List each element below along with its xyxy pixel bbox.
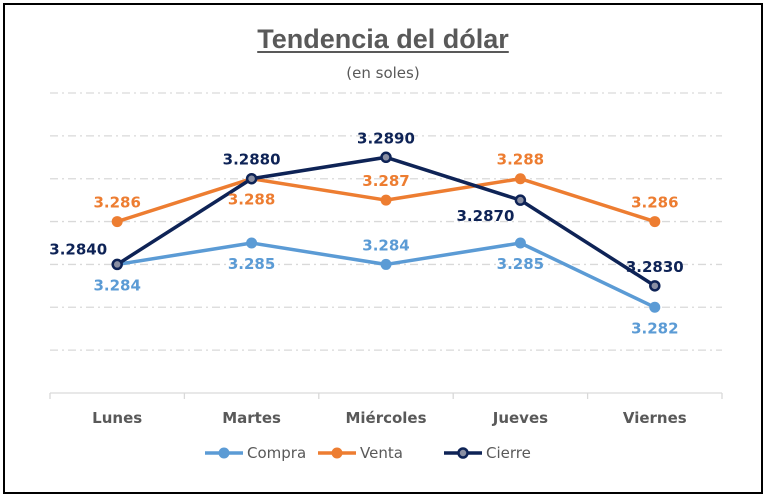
x-tick-label: Miércoles <box>345 409 426 427</box>
data-label-cierre: 3.2880 <box>223 151 281 169</box>
chart-title: Tendencia del dólar <box>257 24 509 54</box>
x-tick-label: Lunes <box>92 409 142 427</box>
data-point-cierre <box>380 151 392 164</box>
data-label-compra: 3.284 <box>362 236 409 254</box>
data-point-compra <box>649 301 661 313</box>
x-tick-label: Martes <box>222 409 281 427</box>
legend-marker-cierre <box>457 447 469 459</box>
legend-label-venta: Venta <box>360 444 403 462</box>
data-label-cierre: 3.2840 <box>49 240 107 258</box>
data-point-cierre <box>649 280 661 292</box>
data-point-compra <box>246 237 258 249</box>
series-points <box>111 151 661 313</box>
data-label-compra: 3.285 <box>497 255 544 273</box>
data-label-venta: 3.288 <box>497 151 544 169</box>
data-label-venta: 3.288 <box>228 191 275 209</box>
legend-marker-compra <box>218 447 230 459</box>
data-label-venta: 3.287 <box>362 172 409 190</box>
data-point-venta <box>380 194 392 206</box>
data-label-venta: 3.286 <box>93 194 140 212</box>
data-point-cierre <box>514 194 527 206</box>
legend-marker-venta <box>331 447 343 459</box>
data-point-venta <box>649 216 661 228</box>
gridlines <box>50 92 722 351</box>
x-tick-label: Viernes <box>623 409 687 427</box>
data-label-cierre: 3.2890 <box>357 129 415 147</box>
legend: Compra Venta Cierre <box>205 444 531 462</box>
data-point-venta <box>111 216 123 228</box>
legend-label-cierre: Cierre <box>486 444 531 462</box>
data-label-compra: 3.285 <box>228 255 275 273</box>
legend-label-compra: Compra <box>247 444 306 462</box>
data-label-cierre: 3.2870 <box>457 207 515 225</box>
x-axis: Lunes Martes Miércoles Jueves Viernes <box>49 392 723 427</box>
data-point-compra <box>380 258 392 270</box>
chart-subtitle: (en soles) <box>346 64 420 82</box>
x-tick-label: Jueves <box>492 409 548 427</box>
data-point-venta <box>514 173 526 185</box>
data-labels: 3.284 3.285 3.284 3.285 3.282 3.286 3.288 3.287… <box>49 129 683 337</box>
chart-frame <box>3 3 763 494</box>
data-point-compra <box>514 237 526 249</box>
data-label-cierre: 3.2830 <box>626 258 684 276</box>
data-point-cierre <box>111 258 123 271</box>
data-label-compra: 3.284 <box>93 276 140 294</box>
data-label-venta: 3.286 <box>631 194 678 212</box>
data-point-cierre <box>245 172 258 185</box>
data-label-compra: 3.282 <box>631 319 678 337</box>
